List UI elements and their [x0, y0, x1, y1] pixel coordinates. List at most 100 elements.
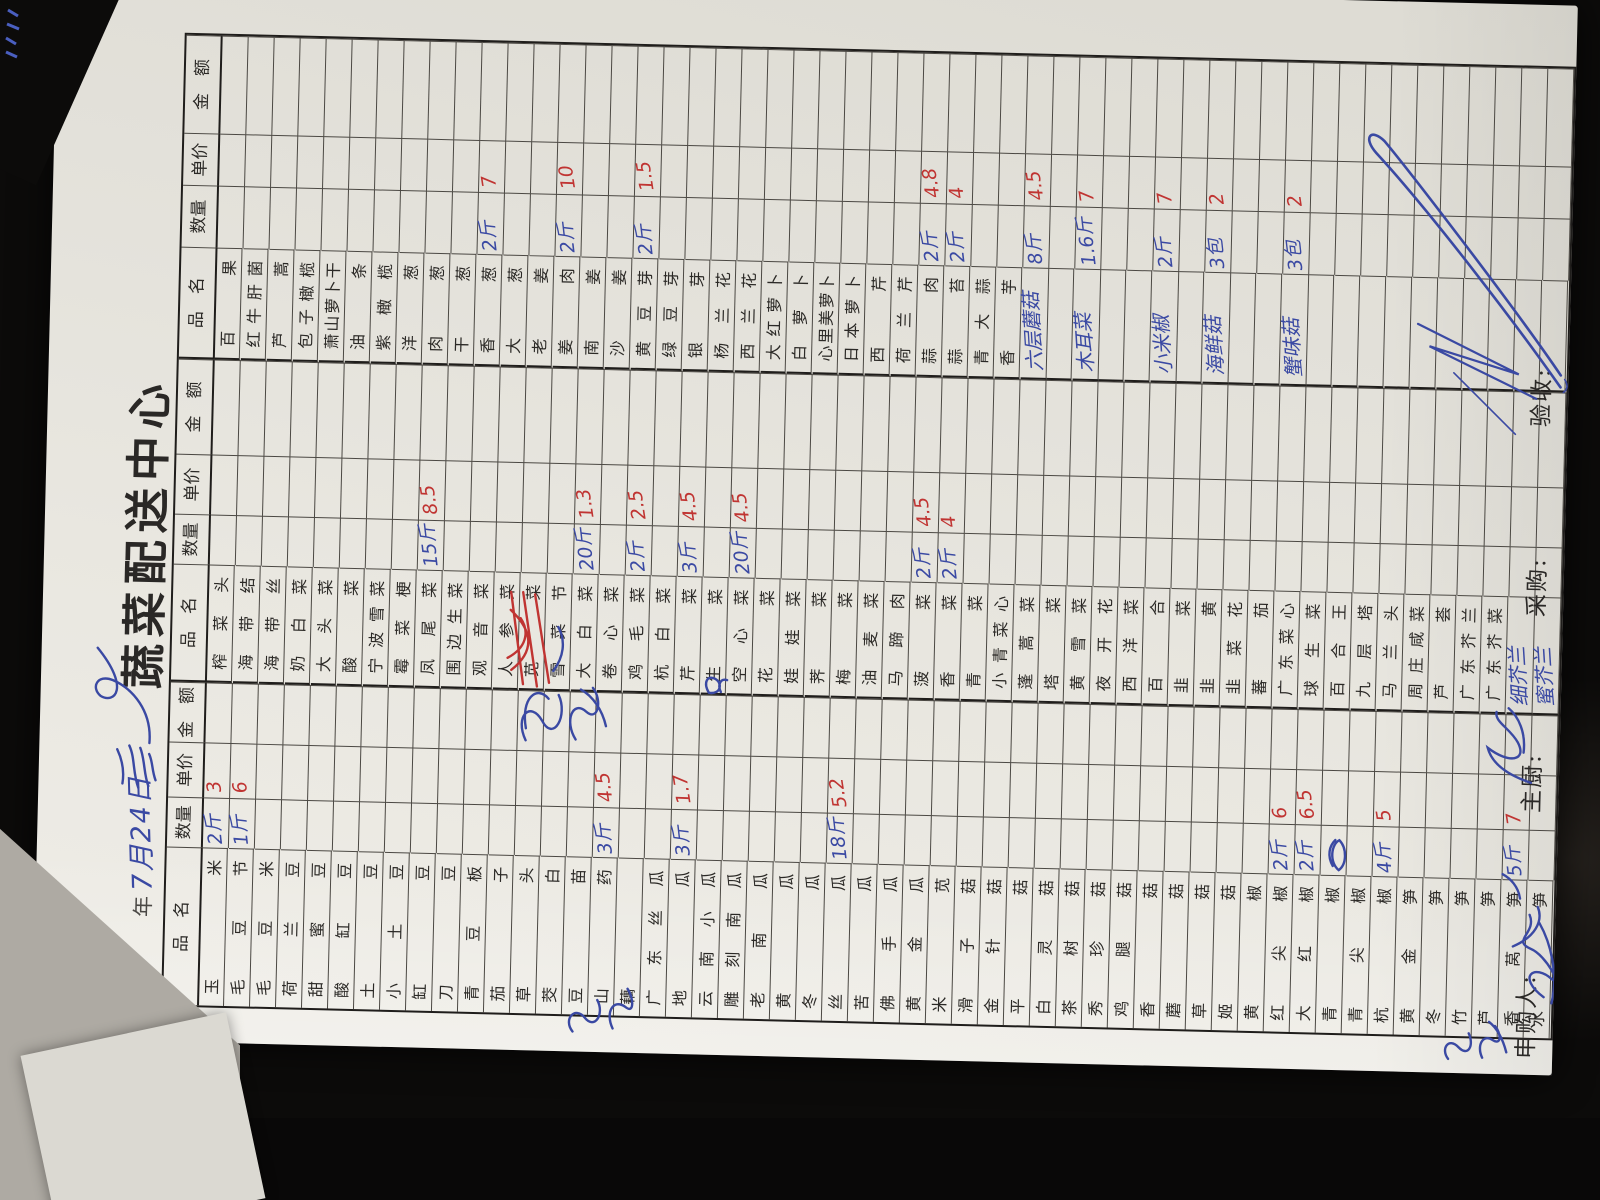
amount-cell — [792, 49, 821, 149]
qty-cell — [1476, 828, 1504, 880]
amount-cell — [1285, 61, 1315, 161]
qty-cell — [1242, 822, 1270, 874]
name-cell — [1410, 276, 1439, 390]
printed-item-name: 姬菇 — [1212, 872, 1242, 1031]
handwritten-qty: 1.6斤 — [1073, 215, 1101, 267]
amount-cell — [446, 365, 475, 461]
printed-item-name: 大头菜 — [310, 567, 339, 686]
price-cell — [1009, 762, 1038, 818]
qty-cell: 2斤 — [632, 195, 661, 259]
chef-label: 主厨: — [1519, 752, 1547, 814]
price-cell — [1232, 158, 1261, 211]
name-cell — [1046, 267, 1075, 381]
price-cell — [1191, 766, 1220, 823]
qty-cell — [321, 188, 350, 251]
amount-cell — [1156, 58, 1185, 158]
year-label: 年 — [131, 895, 156, 918]
printed-item-name: 红牛肝菌 — [240, 248, 269, 361]
qty-cell — [339, 517, 367, 569]
amount-cell — [1200, 383, 1229, 480]
printed-item-name: 刀豆 — [432, 853, 462, 1012]
name-cell — [1254, 272, 1283, 386]
header-price: 单价 — [175, 453, 213, 515]
price-cell: 5.2 — [825, 757, 856, 814]
amount-cell — [1167, 705, 1195, 767]
printed-item-name: 毛豆节 — [225, 848, 254, 1007]
handwritten-price: 2 — [1283, 193, 1307, 209]
qty-cell — [1405, 543, 1433, 595]
name-cell — [1488, 278, 1517, 392]
printed-item-name: 肉葱 — [422, 252, 451, 366]
printed-item-name: 冬笋 — [1420, 877, 1450, 1036]
amount-cell — [428, 40, 457, 140]
price-cell: 7 — [477, 139, 507, 193]
printed-item-name: 杨兰花 — [708, 259, 737, 373]
amount-cell — [907, 699, 935, 761]
qty-cell — [1257, 210, 1285, 274]
qty-cell — [1179, 209, 1207, 272]
amount-cell — [628, 369, 657, 466]
handwritten-price: 5 — [1372, 807, 1396, 823]
amount-cell — [1453, 712, 1481, 774]
qty-cell: 5斤 — [1501, 829, 1530, 880]
dark-table-edge — [0, 1118, 1600, 1200]
qty-cell — [540, 805, 568, 857]
printed-item-name: 芹菜 — [674, 575, 703, 695]
qty-cell — [963, 532, 991, 584]
amount-cell — [1011, 702, 1039, 763]
price-cell: 1.5 — [632, 143, 663, 197]
printed-item-name: 草菇 — [1186, 871, 1216, 1031]
printed-item-name: 广东菜心 — [1272, 590, 1301, 710]
printed-item-name: 苦瓜 — [848, 863, 878, 1022]
price-cell — [1466, 164, 1494, 217]
qty-cell — [989, 533, 1017, 585]
qty-cell — [462, 803, 491, 855]
amount-cell — [662, 46, 691, 146]
qty-cell: 2斤 — [1152, 208, 1181, 272]
qty-cell — [1465, 216, 1493, 279]
name-cell: 海鲜菇 — [1201, 271, 1232, 385]
amount-cell — [1311, 62, 1341, 161]
price-cell — [1302, 481, 1331, 542]
printed-item-name: 紫橄榄 — [370, 251, 399, 364]
price-cell — [1518, 165, 1546, 218]
qty-cell — [1424, 827, 1452, 878]
amount-cell — [888, 376, 917, 472]
handwritten-qty: 5斤 — [1501, 844, 1527, 878]
qty-cell — [1101, 207, 1129, 270]
printed-item-name: 空心菜 — [726, 577, 755, 696]
printed-item-name: 蘑菇 — [1160, 870, 1190, 1030]
qty-cell — [722, 810, 750, 861]
amount-cell — [1278, 385, 1307, 482]
printed-item-name: 山药 — [588, 856, 618, 1016]
price-cell — [1440, 163, 1468, 217]
qty-cell — [711, 197, 739, 261]
amount-cell — [699, 694, 727, 756]
printed-item-name: 青大蒜 — [968, 265, 997, 379]
amount-cell — [940, 377, 969, 473]
background-blue-marks — [5, 8, 20, 59]
amount-cell — [829, 697, 857, 759]
qty-cell — [997, 204, 1025, 268]
price-cell — [619, 752, 648, 809]
price-cell: 2.5 — [624, 464, 655, 526]
qty-cell — [488, 804, 516, 856]
amount-cell — [1052, 55, 1081, 155]
printed-item-name: 酸菜 — [336, 567, 365, 687]
amount-cell — [309, 684, 337, 746]
printed-item-name: 香葱 — [474, 253, 503, 367]
amount-cell — [558, 43, 587, 143]
price-cell — [712, 145, 741, 199]
qty-cell: 8斤 — [1022, 205, 1051, 268]
printed-item-name: 甜蜜豆 — [302, 849, 332, 1009]
amount-cell — [1078, 56, 1107, 156]
price-cell — [1321, 769, 1350, 826]
price-cell — [816, 148, 845, 201]
price-cell — [983, 761, 1012, 818]
qty-cell — [1138, 820, 1166, 871]
amount-cell — [1356, 387, 1385, 484]
price-cell — [1165, 765, 1194, 822]
amount-cell — [205, 682, 233, 744]
price-cell — [790, 147, 819, 201]
printed-item-name: 秀珍菇 — [1082, 868, 1112, 1028]
